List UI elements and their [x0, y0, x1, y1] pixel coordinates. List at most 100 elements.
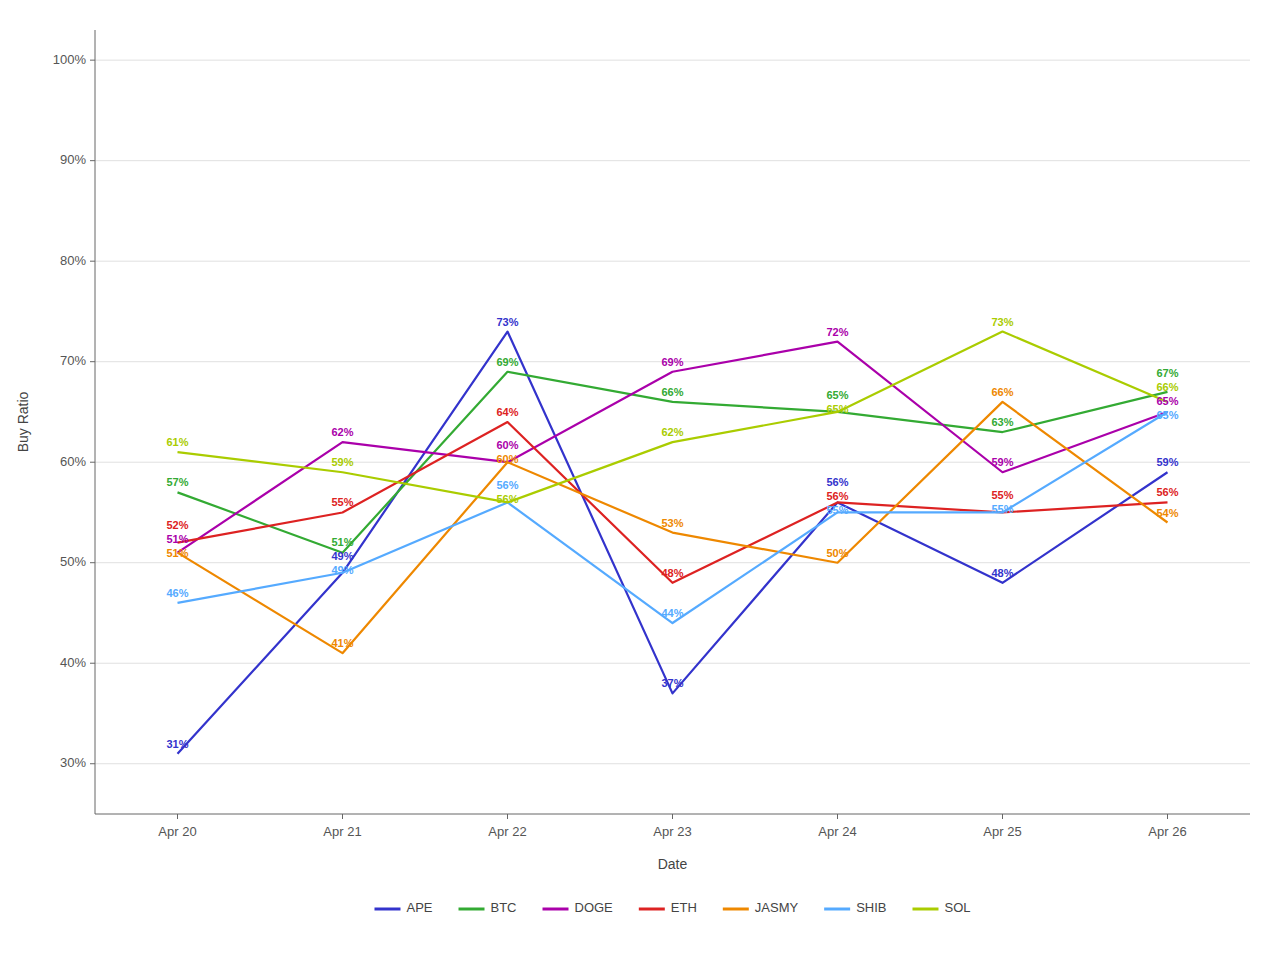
data-label: 65% [826, 389, 848, 401]
data-label: 49% [331, 550, 353, 562]
data-label: 41% [331, 637, 353, 649]
chart: 30%40%50%60%70%80%90%100%Apr 20Apr 21Apr… [0, 0, 1280, 964]
data-label: 66% [661, 386, 683, 398]
y-tick [90, 361, 95, 362]
data-label: 48% [991, 567, 1013, 579]
legend-item: DOGE [543, 900, 614, 915]
x-tick-label: Apr 20 [158, 824, 196, 839]
y-tick [90, 160, 95, 161]
legend-item: APE [374, 900, 432, 915]
y-tick-label: 100% [53, 52, 87, 67]
data-label: 65% [826, 403, 848, 415]
legend: APEBTCDOGEETHJASMYSHIBSOL [374, 900, 970, 915]
legend-item: JASMY [723, 900, 799, 915]
data-label: 56% [496, 479, 518, 491]
y-tick-label: 90% [60, 152, 86, 167]
legend-item: SHIB [824, 900, 886, 915]
x-tick-label: Apr 24 [818, 824, 856, 839]
data-label: 60% [496, 439, 518, 451]
data-label: 73% [991, 316, 1013, 328]
plot-area [178, 332, 1168, 754]
x-tick [507, 814, 508, 819]
series-line [178, 412, 1168, 623]
data-label: 51% [166, 547, 188, 559]
x-tick [837, 814, 838, 819]
data-label: 64% [496, 406, 518, 418]
y-axis-title: Buy Ratio [15, 391, 31, 452]
data-label: 62% [331, 426, 353, 438]
y-tick-label: 50% [60, 554, 86, 569]
x-tick [672, 814, 673, 819]
legend-swatch [374, 908, 400, 911]
y-tick-label: 30% [60, 755, 86, 770]
data-label: 53% [661, 517, 683, 529]
data-labels: 61%57%52%51%51%46%31%62%59%55%51%49%49%4… [166, 316, 1178, 750]
grid-line [95, 261, 1250, 262]
legend-label: APE [406, 900, 432, 915]
x-tick-label: Apr 26 [1148, 824, 1186, 839]
data-label: 66% [991, 386, 1013, 398]
data-label: 69% [661, 356, 683, 368]
x-tick-label: Apr 21 [323, 824, 361, 839]
y-tick [90, 60, 95, 61]
data-label: 56% [1156, 486, 1178, 498]
series-line [178, 372, 1168, 553]
data-label: 54% [1156, 507, 1178, 519]
data-label: 62% [661, 426, 683, 438]
x-tick [1167, 814, 1168, 819]
legend-item: SOL [912, 900, 970, 915]
data-label: 37% [661, 677, 683, 689]
data-label: 72% [826, 326, 848, 338]
data-label: 51% [331, 536, 353, 548]
data-label: 31% [166, 738, 188, 750]
y-tick-label: 60% [60, 454, 86, 469]
legend-swatch [459, 908, 485, 911]
grid-line [95, 160, 1250, 161]
series-line [178, 342, 1168, 553]
x-tick [1002, 814, 1003, 819]
legend-label: BTC [491, 900, 517, 915]
data-label: 44% [661, 607, 683, 619]
x-axis-title: Date [658, 856, 688, 872]
data-label: 65% [1156, 395, 1178, 407]
x-tick [342, 814, 343, 819]
series-line [178, 332, 1168, 754]
legend-swatch [912, 908, 938, 911]
data-label: 51% [166, 533, 188, 545]
data-label: 56% [826, 476, 848, 488]
data-label: 73% [496, 316, 518, 328]
data-label: 55% [826, 504, 848, 516]
x-tick-label: Apr 22 [488, 824, 526, 839]
series-line [178, 332, 1168, 503]
series-line [178, 402, 1168, 653]
y-tick [90, 763, 95, 764]
legend-label: SOL [944, 900, 970, 915]
legend-swatch [543, 908, 569, 911]
y-tick [90, 261, 95, 262]
legend-swatch [639, 908, 665, 911]
data-label: 50% [826, 547, 848, 559]
x-tick-label: Apr 25 [983, 824, 1021, 839]
legend-label: JASMY [755, 900, 799, 915]
data-label: 48% [661, 567, 683, 579]
data-label: 59% [331, 456, 353, 468]
data-label: 67% [1156, 367, 1178, 379]
grid-line [95, 60, 1250, 61]
data-label: 60% [496, 453, 518, 465]
legend-swatch [723, 908, 749, 911]
data-label: 65% [1156, 409, 1178, 421]
legend-label: SHIB [856, 900, 886, 915]
y-tick-label: 40% [60, 655, 86, 670]
y-tick [90, 562, 95, 563]
y-tick-label: 80% [60, 253, 86, 268]
data-label: 61% [166, 436, 188, 448]
data-label: 56% [826, 490, 848, 502]
legend-swatch [824, 908, 850, 911]
data-label: 55% [991, 489, 1013, 501]
data-label: 49% [331, 564, 353, 576]
axes: 30%40%50%60%70%80%90%100%Apr 20Apr 21Apr… [53, 30, 1250, 839]
data-label: 59% [1156, 456, 1178, 468]
y-axis-line [95, 30, 96, 814]
data-label: 46% [166, 587, 188, 599]
data-label: 66% [1156, 381, 1178, 393]
